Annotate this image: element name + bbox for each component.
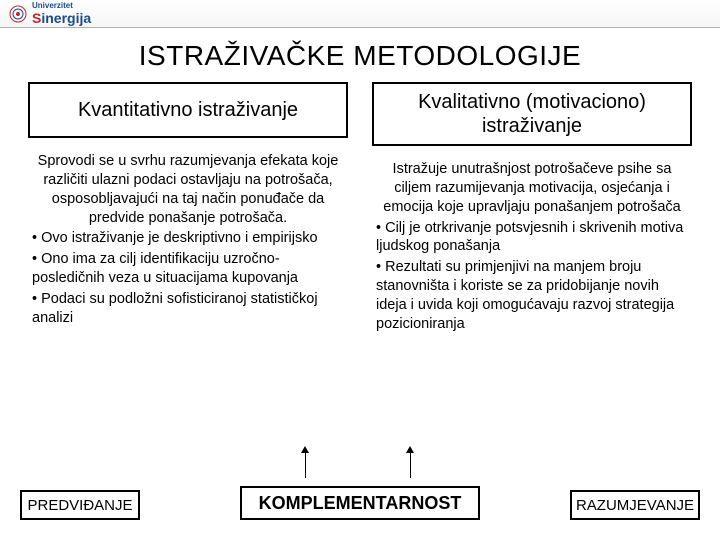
logo-icon — [8, 4, 28, 24]
left-bullet-3: • Podaci su podložni sofisticiranoj stat… — [32, 290, 344, 328]
right-column-body: Istražuje unutrašnjost potrošačeve psihe… — [372, 160, 692, 334]
left-intro: Sprovodi se u svrhu razumjevanja efekata… — [32, 152, 344, 227]
right-intro: Istražuje unutrašnjost potrošačeve psihe… — [376, 160, 688, 217]
bottom-box-right: RAZUMJEVANJE — [570, 490, 700, 520]
app-header: Univerzitet Sinergija — [0, 0, 720, 28]
right-bullet-2: • Rezultati su primjenjivi na manjem bro… — [376, 258, 688, 333]
logo-name-blue: inergija — [41, 10, 91, 26]
left-bullet-1: • Ovo istraživanje je deskriptivno i emp… — [32, 229, 344, 248]
logo-tagline: Univerzitet — [32, 2, 91, 10]
left-column-header: Kvantitativno istraživanje — [28, 82, 348, 138]
bottom-box-left: PREDVIĐANJE — [20, 490, 140, 520]
right-column-header: Kvalitativno (motivaciono) istraživanje — [372, 82, 692, 146]
right-column: Kvalitativno (motivaciono) istraživanje … — [372, 82, 692, 334]
columns-container: Kvantitativno istraživanje Sprovodi se u… — [0, 82, 720, 334]
left-column-body: Sprovodi se u svrhu razumjevanja efekata… — [28, 152, 348, 328]
arrow-up-right-icon — [410, 452, 411, 478]
logo-text: Univerzitet Sinergija — [32, 2, 91, 26]
bottom-row: PREDVIĐANJE KOMPLEMENTARNOST RAZUMJEVANJ… — [0, 478, 720, 520]
logo-name-red: S — [32, 10, 41, 26]
bottom-box-mid: KOMPLEMENTARNOST — [240, 486, 480, 520]
right-bullet-1: • Cilj je otrkrivanje potsvjesnih i skri… — [376, 219, 688, 257]
left-column: Kvantitativno istraživanje Sprovodi se u… — [28, 82, 348, 334]
arrow-up-left-icon — [305, 452, 306, 478]
left-bullet-2: • Ono ima za cilj identifikaciju uzročno… — [32, 250, 344, 288]
page-title: ISTRAŽIVAČKE METODOLOGIJE — [0, 40, 720, 72]
